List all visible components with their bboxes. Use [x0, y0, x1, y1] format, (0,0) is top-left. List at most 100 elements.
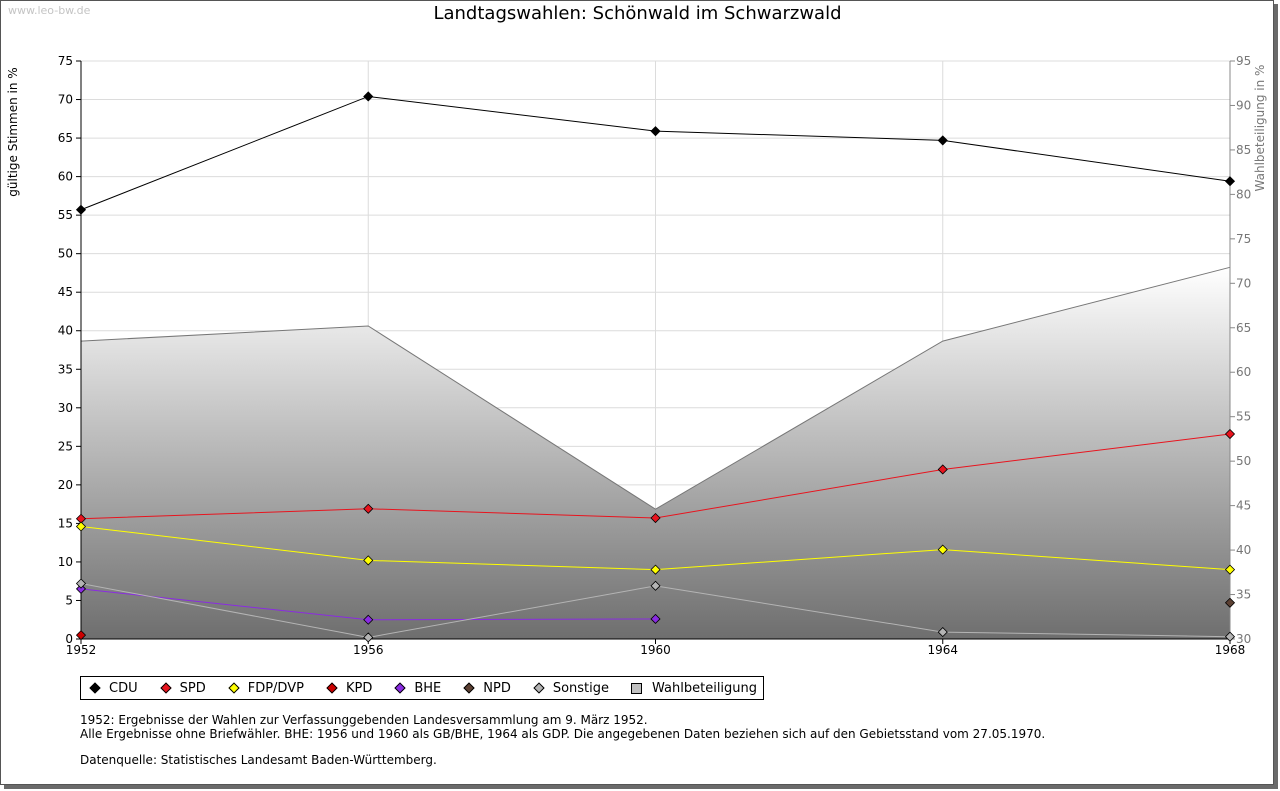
- legend-marker: [159, 682, 172, 694]
- legend-marker: [394, 682, 406, 694]
- spd-point: [650, 512, 661, 524]
- series-sonstige: [75, 578, 1236, 643]
- sonstige-point: [75, 578, 87, 589]
- legend-label: Sonstige: [552, 680, 610, 696]
- series-cdu: [75, 91, 1236, 215]
- legend-item-wahlbeteiligung: Wahlbeteiligung: [627, 681, 757, 696]
- legend-item-sonstige: Sonstige: [529, 681, 609, 696]
- y-tick-label: 50: [58, 247, 73, 261]
- series-layer: [75, 91, 1236, 643]
- y2-tick-label: 35: [1236, 588, 1251, 602]
- x-tick-label: 1964: [927, 643, 958, 657]
- series-bhe: [75, 583, 661, 625]
- spd-point: [1224, 428, 1236, 440]
- y-tick-label: 65: [58, 131, 73, 145]
- spd-point: [937, 464, 948, 475]
- x-tick-label: 1968: [1215, 643, 1246, 657]
- legend: CDU SPD FDP/DVP KPD BHE NPD Sonstige Wahlbeteil…: [80, 676, 765, 700]
- legend-item-kpd: KPD: [322, 681, 372, 696]
- legend-box: [631, 682, 643, 694]
- legend-marker: [463, 682, 475, 694]
- watermark: www.leo-bw.de: [8, 4, 91, 17]
- x-tick-label: 1960: [640, 643, 671, 657]
- fdp-dvp-point: [650, 564, 661, 575]
- legend-label: Wahlbeteiligung: [652, 680, 758, 696]
- bhe-point: [363, 614, 374, 625]
- legend-item-fdp-dvp: FDP/DVP: [224, 681, 304, 696]
- y2-tick-label: 70: [1236, 276, 1251, 290]
- y-tick-label: 75: [58, 54, 73, 68]
- cdu-point: [1224, 176, 1236, 187]
- y-tick-label: 45: [58, 285, 73, 299]
- y2-tick-label: 80: [1236, 187, 1251, 201]
- line-chart: 0 5 10 15 20 25 30 35 40 45 50 55 60 65 70 75 30 35 40 45 50…: [6, 54, 1267, 657]
- y-tick-label: 25: [58, 439, 73, 453]
- y-tick-label: 5: [65, 593, 73, 607]
- data-source: Datenquelle: Statistisches Landesamt Bad…: [80, 753, 437, 767]
- bhe-point: [75, 583, 87, 594]
- y2-tick-label: 55: [1236, 410, 1251, 424]
- sonstige-point: [363, 632, 374, 643]
- note-line-2: Alle Ergebnisse ohne Briefwähler. BHE: 1…: [80, 727, 1046, 741]
- sonstige-point: [1224, 631, 1236, 642]
- fdp-dvp-point: [363, 555, 374, 566]
- fdp-dvp-point: [937, 544, 948, 555]
- y2-tick-label: 60: [1236, 365, 1251, 379]
- series-npd: [1224, 597, 1236, 608]
- y2-tick-label: 90: [1236, 98, 1251, 112]
- legend-marker: [326, 682, 338, 694]
- y2-tick-label: 75: [1236, 232, 1251, 246]
- legend-label: NPD: [483, 680, 511, 696]
- npd-point: [1224, 597, 1236, 608]
- kpd-point: [75, 630, 87, 641]
- y-tick-label: 40: [58, 324, 73, 338]
- y-tick-label: 20: [58, 478, 73, 492]
- y2-tick-label: 45: [1236, 499, 1251, 513]
- y-tick-label: 0: [65, 632, 73, 646]
- legend-item-bhe: BHE: [390, 681, 441, 696]
- legend-item-spd: SPD: [156, 681, 206, 696]
- legend-label: SPD: [179, 680, 206, 696]
- bhe-point: [650, 613, 661, 625]
- legend-marker: [533, 682, 545, 694]
- chart-title: Landtagswahlen: Schönwald im Schwarzwald: [433, 3, 842, 24]
- x-tick-label: 1956: [353, 643, 384, 657]
- turnout-line: [80, 266, 1231, 510]
- legend-marker: [228, 682, 240, 694]
- legend-label: KPD: [345, 680, 373, 696]
- y-tick-label: 35: [58, 362, 73, 376]
- legend-marker: [89, 682, 101, 694]
- cdu-point: [937, 135, 948, 146]
- y2-tick-label: 85: [1236, 143, 1251, 157]
- y-tick-label: 10: [58, 555, 73, 569]
- y2-axis-label: Wahlbeteiligung in %: [1253, 65, 1267, 192]
- legend-label: BHE: [414, 680, 442, 696]
- legend-label: FDP/DVP: [247, 680, 304, 696]
- y-tick-label: 70: [58, 93, 73, 107]
- legend-item-npd: NPD: [459, 681, 511, 696]
- fdp-dvp-point: [75, 521, 87, 532]
- series-fdp-dvp: [75, 521, 1236, 575]
- x-tick-label: 1952: [66, 643, 97, 657]
- y2-tick-label: 30: [1236, 632, 1251, 646]
- cdu-point: [363, 91, 374, 102]
- cdu-point: [650, 126, 661, 137]
- axes: 0 5 10 15 20 25 30 35 40 45 50 55 60 65 70 75 30 35 40 45 50…: [58, 54, 1252, 657]
- y2-tick-label: 50: [1236, 454, 1251, 468]
- note-line-1: 1952: Ergebnisse der Wahlen zur Verfassu…: [80, 713, 648, 727]
- y-tick-label: 15: [58, 516, 73, 530]
- sonstige-point: [937, 626, 948, 638]
- legend-label: CDU: [109, 680, 138, 696]
- y-axis-label: gültige Stimmen in %: [6, 67, 20, 196]
- cdu-point: [75, 204, 87, 215]
- series-kpd: [75, 630, 87, 641]
- y-tick-label: 30: [58, 401, 73, 415]
- y-tick-label: 55: [58, 208, 73, 222]
- y2-tick-label: 65: [1236, 321, 1251, 335]
- sonstige-point: [650, 580, 661, 591]
- y-tick-label: 60: [58, 170, 73, 184]
- legend-item-cdu: CDU: [85, 681, 138, 696]
- y2-tick-label: 40: [1236, 543, 1251, 557]
- spd-point: [363, 503, 374, 514]
- fdp-dvp-point: [1224, 564, 1236, 575]
